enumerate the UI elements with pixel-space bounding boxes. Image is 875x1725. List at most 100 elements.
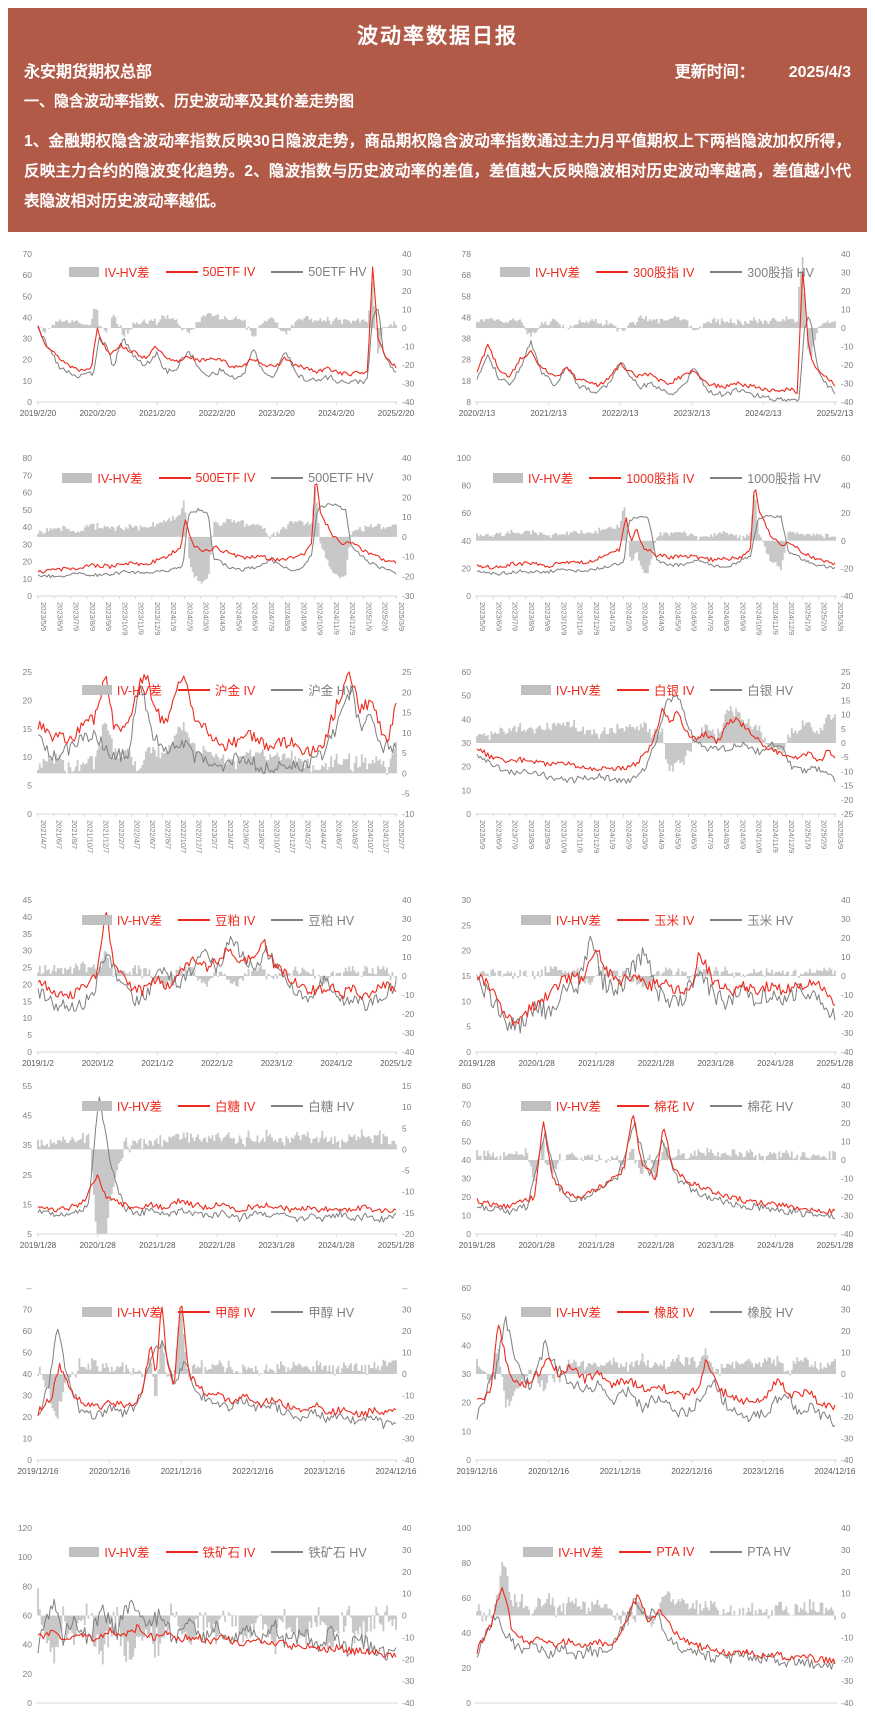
svg-text:2024/1/28: 2024/1/28	[757, 1241, 794, 1250]
svg-text:-5: -5	[402, 789, 410, 799]
update-time: 更新时间： 2025/4/3	[675, 58, 851, 82]
svg-text:60: 60	[462, 1593, 472, 1603]
svg-text:-20: -20	[402, 1412, 415, 1422]
svg-text:2023/8/9: 2023/8/9	[88, 602, 97, 631]
svg-text:20: 20	[23, 355, 33, 365]
svg-text:-40: -40	[841, 1229, 854, 1239]
svg-text:-20: -20	[841, 1009, 854, 1019]
svg-text:0: 0	[841, 1369, 846, 1379]
svg-text:2023/11/9: 2023/11/9	[137, 602, 146, 635]
chart-row-3: IV-HV差 沪金 IV 沪金 HV 25 20 15 10 5 0 25 20 15 10 5 0 -5 -1…	[8, 664, 867, 880]
left-axis-labels: 80 70 60 50 40 30 20 10 0	[23, 453, 33, 601]
svg-text:2024/10/9: 2024/10/9	[316, 602, 325, 635]
svg-text:38: 38	[462, 334, 472, 344]
svg-text:20: 20	[841, 1326, 851, 1336]
svg-text:20: 20	[841, 286, 851, 296]
svg-text:15: 15	[402, 1081, 412, 1091]
svg-text:2025/2/20: 2025/2/20	[378, 409, 415, 418]
hv-line	[37, 503, 397, 579]
svg-text:2023/2/20: 2023/2/20	[258, 409, 295, 418]
left-axis-labels: 30 25 20 15 10 5 0	[462, 895, 472, 1057]
iv-line	[37, 483, 397, 574]
svg-text:2024/2/9: 2024/2/9	[185, 602, 194, 631]
svg-text:10: 10	[402, 305, 412, 315]
svg-text:2025/1/28: 2025/1/28	[817, 1241, 854, 1250]
chart-rubber: IV-HV差 橡胶 IV 橡胶 HV 60 50 40 30 20 10 0 40 30 20 10 0 -1…	[447, 1280, 867, 1482]
svg-text:2023/8/7: 2023/8/7	[257, 820, 266, 849]
chart-row-7: IV-HV差 铁矿石 IV 铁矿石 HV 120 100 80 60 40 20 0 40 30 20 1…	[8, 1520, 867, 1725]
svg-text:2024/1/28: 2024/1/28	[318, 1241, 355, 1250]
svg-text:30: 30	[462, 1369, 472, 1379]
svg-text:2022/12/7: 2022/12/7	[195, 820, 204, 853]
svg-text:10: 10	[402, 512, 412, 522]
svg-text:2022/12/16: 2022/12/16	[232, 1467, 273, 1476]
svg-text:10: 10	[23, 752, 33, 762]
svg-text:2024/3/9: 2024/3/9	[202, 602, 211, 631]
svg-text:-30: -30	[841, 1676, 854, 1686]
svg-text:-40: -40	[841, 1698, 854, 1708]
svg-text:0: 0	[402, 323, 407, 333]
chart-plot: 80706050403020100403020100-10-20-302023/…	[23, 453, 415, 635]
svg-text:-20: -20	[402, 572, 415, 582]
svg-text:10: 10	[402, 952, 412, 962]
svg-text:0: 0	[841, 1611, 846, 1621]
page-title: 波动率数据日报	[357, 25, 518, 48]
svg-text:-10: -10	[402, 552, 415, 562]
svg-text:20: 20	[402, 933, 412, 943]
iv-line	[476, 949, 836, 1026]
right-axis-labels: 40 30 20 10 0 -10 -20 -30 -40	[402, 1523, 415, 1708]
svg-text:2022/1/28: 2022/1/28	[638, 1241, 675, 1250]
svg-text:5: 5	[27, 1030, 32, 1040]
svg-text:25: 25	[841, 667, 851, 677]
svg-text:2021/2/13: 2021/2/13	[530, 409, 567, 418]
svg-text:-20: -20	[841, 795, 854, 805]
x-axis-labels: 2019/1/28 2020/1/28 2021/1/28 2022/1/28 2023…	[459, 1052, 854, 1068]
chart-pta: IV-HV差 PTA IV PTA HV 100 80 60 40 20 0 40 30 20 10 0-…	[447, 1520, 867, 1725]
svg-text:80: 80	[462, 1081, 472, 1091]
right-axis-labels: 60 40 20 0 -20 -40	[841, 453, 854, 601]
svg-text:2019/1/2: 2019/1/2	[22, 1059, 54, 1068]
svg-text:-20: -20	[402, 1009, 415, 1019]
svg-text:2023/10/9: 2023/10/9	[120, 602, 129, 635]
svg-text:40: 40	[402, 249, 412, 259]
left-axis-labels: 55 45 35 25 15 5	[23, 1081, 33, 1239]
svg-text:40: 40	[462, 1341, 472, 1351]
svg-text:40: 40	[462, 1155, 472, 1165]
svg-text:2020/1/28: 2020/1/28	[518, 1241, 555, 1250]
svg-text:30: 30	[841, 1100, 851, 1110]
svg-text:0: 0	[27, 591, 32, 601]
svg-text:2023/5/9: 2023/5/9	[478, 820, 487, 849]
svg-text:2023/12/16: 2023/12/16	[743, 1467, 784, 1476]
svg-text:-40: -40	[402, 1698, 415, 1708]
svg-text:0: 0	[841, 536, 846, 546]
svg-text:2024/3/9: 2024/3/9	[641, 820, 650, 849]
svg-text:2025/2/7: 2025/2/7	[397, 820, 406, 849]
svg-text:2019/1/28: 2019/1/28	[20, 1241, 57, 1250]
hv-line	[37, 685, 397, 775]
svg-text:20: 20	[23, 696, 33, 706]
svg-text:78: 78	[462, 249, 472, 259]
left-axis-labels: 100 80 60 40 20 0	[457, 1523, 471, 1708]
chart-plot: --706050403020100--3020100-10-20-30-4020…	[18, 1283, 417, 1476]
svg-text:0: 0	[841, 738, 846, 748]
svg-text:20: 20	[402, 286, 412, 296]
svg-text:0: 0	[466, 809, 471, 819]
svg-text:-30: -30	[841, 379, 854, 389]
svg-text:2022/1/2: 2022/1/2	[201, 1059, 233, 1068]
svg-text:0: 0	[466, 1229, 471, 1239]
svg-text:-10: -10	[402, 809, 415, 819]
svg-text:2025/3/9: 2025/3/9	[836, 820, 845, 849]
hv-line	[476, 936, 836, 1034]
svg-text:2021/10/7: 2021/10/7	[86, 820, 95, 853]
svg-text:20: 20	[462, 1192, 472, 1202]
svg-text:2024/3/9: 2024/3/9	[641, 602, 650, 631]
svg-text:-40: -40	[402, 1455, 415, 1465]
svg-text:2023/7/9: 2023/7/9	[72, 602, 81, 631]
svg-text:40: 40	[23, 522, 33, 532]
svg-text:2024/7/9: 2024/7/9	[706, 820, 715, 849]
svg-text:2024/4/9: 2024/4/9	[657, 602, 666, 631]
svg-text:5: 5	[27, 781, 32, 791]
svg-text:100: 100	[457, 453, 471, 463]
svg-text:2024/9/9: 2024/9/9	[738, 602, 747, 631]
